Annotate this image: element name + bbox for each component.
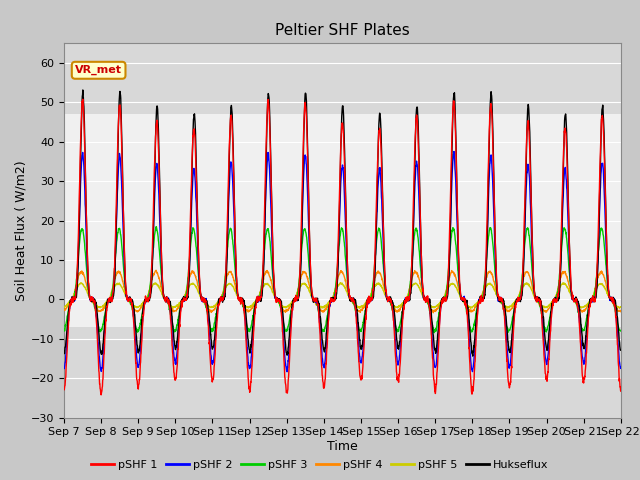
Bar	[64, 43, 621, 114]
Bar	[64, 327, 621, 418]
Legend: pSHF 1, pSHF 2, pSHF 3, pSHF 4, pSHF 5, Hukseflux: pSHF 1, pSHF 2, pSHF 3, pSHF 4, pSHF 5, …	[87, 456, 553, 474]
Title: Peltier SHF Plates: Peltier SHF Plates	[275, 23, 410, 38]
Text: VR_met: VR_met	[75, 65, 122, 75]
Bar	[64, 114, 621, 327]
X-axis label: Time: Time	[327, 440, 358, 453]
Y-axis label: Soil Heat Flux ( W/m2): Soil Heat Flux ( W/m2)	[15, 160, 28, 300]
